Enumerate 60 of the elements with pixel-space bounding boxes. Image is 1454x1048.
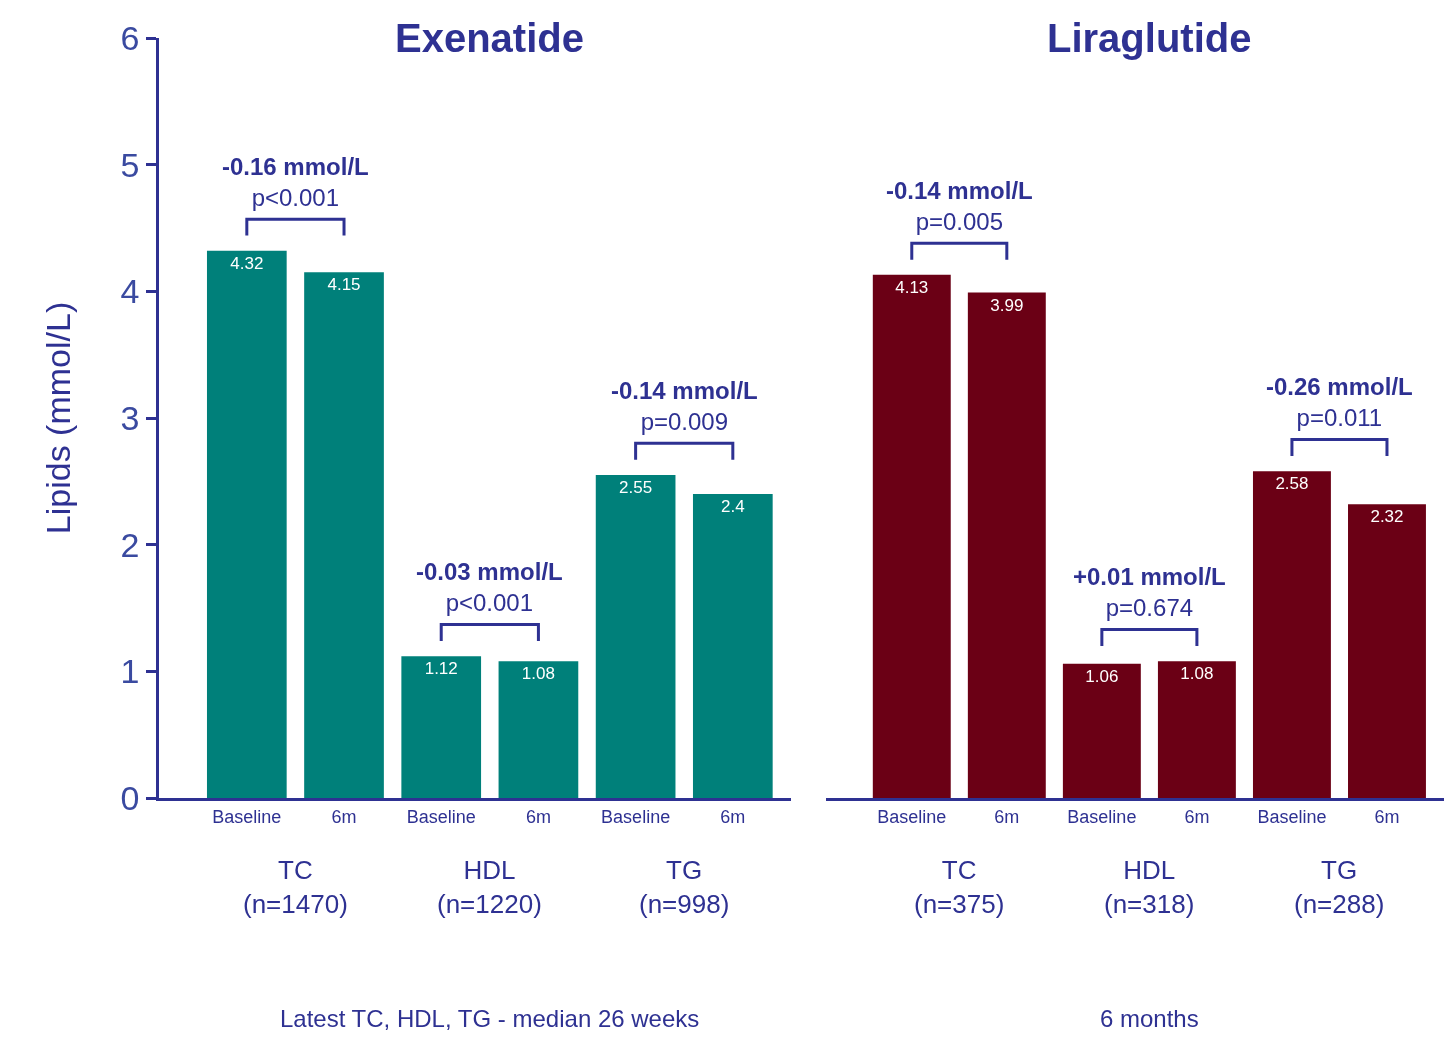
chart-title: Liraglutide — [1047, 16, 1252, 60]
text: Latest TC, HDL, TG - median 26 weeks — [280, 1005, 700, 1032]
data-label: 2.32 — [1370, 507, 1404, 527]
x-tick-label: Baseline — [601, 806, 671, 827]
x-tick-label: 6m — [720, 806, 746, 827]
data-label: 1.12 — [424, 659, 458, 679]
annotation: -0.16 mmol/L p<0.001 — [222, 153, 369, 212]
x-tick-label: 6m — [525, 806, 551, 827]
bar — [872, 274, 951, 798]
y-tick-label: 5 — [120, 145, 140, 184]
bar — [1157, 661, 1236, 798]
data-label: 4.13 — [895, 277, 929, 297]
y-tick-label: 6 — [120, 18, 140, 57]
bar — [304, 272, 384, 798]
annotation: -0.26 mmol/L p=0.011 — [1266, 373, 1413, 432]
text: TG (n=288) — [1294, 855, 1385, 919]
x-tick-label: 6m — [1374, 806, 1400, 827]
x-tick-label: 6m — [1184, 806, 1210, 827]
bar — [595, 475, 676, 798]
bar — [401, 656, 482, 798]
bar — [206, 250, 287, 798]
data-label: 2.58 — [1275, 474, 1309, 494]
y-tick-label: 0 — [120, 778, 140, 817]
x-tick-label: Baseline — [877, 806, 947, 827]
annotation: -0.14 mmol/L p=0.005 — [886, 177, 1033, 236]
data-label: 1.08 — [1180, 664, 1214, 684]
data-label: 4.32 — [230, 253, 264, 273]
data-label: 2.4 — [721, 497, 745, 516]
y-tick-label: 4 — [120, 272, 140, 311]
bar — [967, 292, 1046, 798]
bar — [1348, 504, 1426, 798]
text: TC (n=1470) — [243, 855, 348, 919]
text: TG (n=998) — [639, 855, 730, 919]
x-tick-label: Baseline — [212, 806, 282, 827]
data-label: 4.15 — [327, 275, 361, 295]
y-axis-title: Lipids (mmol/L) — [39, 301, 78, 535]
data-label: 2.55 — [619, 478, 653, 497]
y-tick-label: 2 — [120, 525, 140, 564]
text: HDL (n=1220) — [437, 855, 542, 919]
bar — [692, 494, 773, 798]
text: 6 months — [1100, 1005, 1199, 1032]
bar — [1252, 471, 1331, 798]
bar — [1062, 663, 1141, 798]
x-tick-label: 6m — [331, 806, 357, 827]
y-tick-label: 3 — [120, 398, 140, 437]
text: HDL (n=318) — [1104, 855, 1195, 919]
text: TC (n=375) — [914, 855, 1005, 919]
x-tick-label: 6m — [994, 806, 1020, 827]
data-label: 1.08 — [521, 664, 555, 684]
data-label: 3.99 — [990, 295, 1024, 315]
x-tick-label: Baseline — [1257, 806, 1327, 827]
annotation: -0.14 mmol/L p=0.009 — [611, 377, 758, 436]
annotation: +0.01 mmol/L p=0.674 — [1073, 563, 1226, 622]
annotation: -0.03 mmol/L p<0.001 — [416, 558, 563, 617]
chart-title: Exenatide — [395, 16, 584, 60]
x-tick-label: Baseline — [406, 806, 476, 827]
x-tick-label: Baseline — [1067, 806, 1137, 827]
data-label: 1.06 — [1085, 666, 1119, 686]
bar — [498, 661, 579, 798]
y-tick-label: 1 — [120, 652, 140, 691]
